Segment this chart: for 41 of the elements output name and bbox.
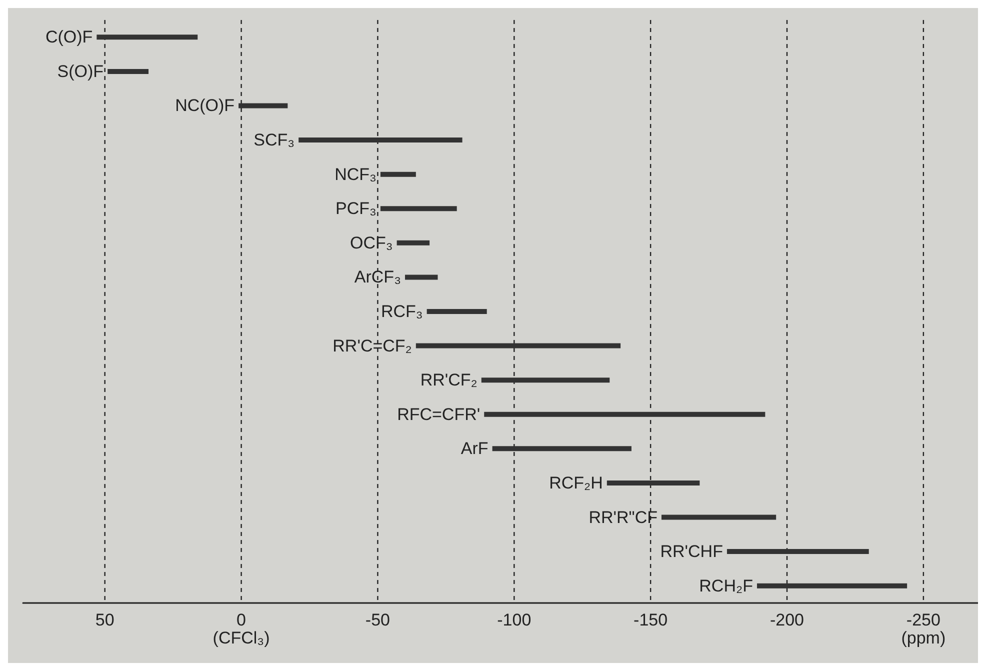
y-tick-label: ArF bbox=[460, 439, 488, 458]
bar bbox=[726, 549, 869, 554]
y-tick-label: RCF₂H bbox=[549, 473, 603, 492]
bar bbox=[396, 240, 430, 246]
bar bbox=[661, 514, 776, 520]
y-tick-label: NCF₃ bbox=[334, 164, 376, 184]
bar bbox=[484, 412, 766, 417]
y-tick-label: OCF₃ bbox=[350, 233, 393, 252]
x-tick-label: -250 (ppm) bbox=[901, 610, 946, 648]
bar bbox=[492, 446, 632, 452]
y-tick-label: RFC=CFR' bbox=[397, 404, 480, 424]
bar bbox=[380, 172, 416, 177]
x-tick-label: 50 bbox=[95, 610, 114, 630]
y-tick-label: RCF₃ bbox=[380, 302, 423, 321]
y-tick-label: PCF₃ bbox=[336, 199, 376, 218]
bar bbox=[238, 103, 288, 108]
y-tick-label: NC(O)F bbox=[175, 96, 235, 116]
y-tick-label: S(O)F bbox=[57, 62, 104, 81]
y-tick-label: RCH₂F bbox=[699, 576, 753, 596]
x-tick-label: -100 bbox=[497, 610, 532, 630]
y-tick-label: C(O)F bbox=[45, 28, 93, 47]
x-tick-label: 0 (CFCl₃) bbox=[212, 610, 270, 648]
x-tick-label: -150 bbox=[634, 610, 668, 630]
bar bbox=[298, 138, 462, 143]
bar bbox=[416, 343, 621, 348]
y-tick-label: RR'C=CF₂ bbox=[332, 336, 412, 356]
y-tick-label: RR'CF₂ bbox=[420, 370, 478, 390]
bar bbox=[405, 274, 438, 280]
bar bbox=[108, 68, 149, 74]
x-tick-label: -50 bbox=[365, 610, 390, 630]
bar bbox=[756, 583, 908, 588]
y-tick-label: RR'CHF bbox=[660, 542, 723, 562]
bar bbox=[481, 378, 610, 383]
y-tick-label: SCF₃ bbox=[254, 130, 295, 150]
y-tick-label: ArCF₃ bbox=[354, 268, 401, 287]
bar bbox=[426, 309, 487, 314]
x-tick-label: -200 bbox=[770, 610, 804, 630]
bar bbox=[380, 206, 457, 212]
bar bbox=[606, 480, 700, 486]
y-tick-label: RR'R"CF bbox=[588, 508, 658, 527]
bar bbox=[96, 34, 198, 40]
